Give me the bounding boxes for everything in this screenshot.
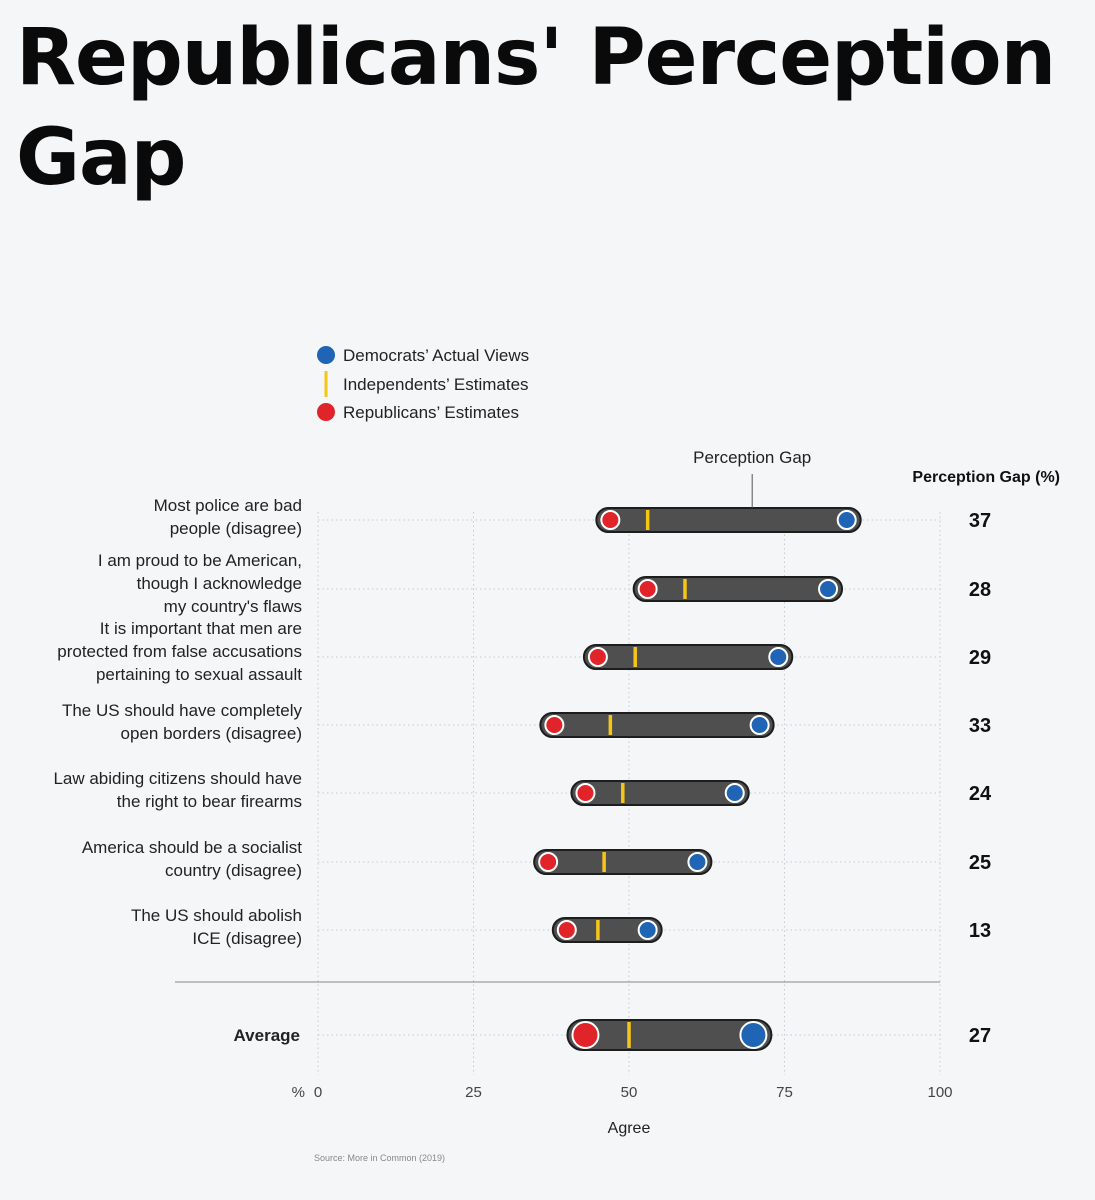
legend-republicans-marker xyxy=(317,403,335,421)
legend-independents-marker xyxy=(324,371,328,397)
independents-estimate-marker xyxy=(621,783,625,803)
source-note: Source: More in Common (2019) xyxy=(314,1153,445,1163)
row-label-line: though I acknowledge xyxy=(137,574,302,593)
republicans-estimate-dot xyxy=(637,579,658,599)
row-label-line: open borders (disagree) xyxy=(121,724,302,743)
row-label-line: The US should have completely xyxy=(62,701,303,720)
republicans-estimate-dot xyxy=(556,920,577,940)
x-tick-label: 100 xyxy=(927,1084,952,1101)
gap-bar xyxy=(632,576,844,602)
perception-gap-value: 25 xyxy=(969,852,991,874)
row-label-line: Most police are bad xyxy=(154,496,302,515)
republicans-estimate-dot xyxy=(587,647,608,667)
perception-gap-value: 13 xyxy=(969,920,991,942)
legend-independents-label: Independents’ Estimates xyxy=(343,375,529,394)
democrats-actual-dot xyxy=(836,510,857,530)
row-label-line: country (disagree) xyxy=(165,861,302,880)
independents-estimate-marker xyxy=(627,1022,631,1048)
democrats-actual-dot xyxy=(768,647,789,667)
gap-bar xyxy=(582,644,794,670)
row-label-line: ICE (disagree) xyxy=(192,929,302,948)
legend-republicans-label: Republicans’ Estimates xyxy=(343,403,519,422)
row-label-line: my country's flaws xyxy=(164,597,302,616)
independents-estimate-marker xyxy=(645,510,650,530)
gap-bar xyxy=(539,712,775,738)
row-label-line: pertaining to sexual assault xyxy=(96,665,302,684)
independents-estimate-marker xyxy=(608,715,613,735)
democrats-actual-dot xyxy=(724,783,745,803)
legend-democrats-marker xyxy=(317,346,335,364)
republicans-estimate-dot xyxy=(544,715,565,735)
x-tick-label: 0 xyxy=(314,1084,322,1101)
x-tick-label: 50 xyxy=(621,1084,638,1101)
perception-gap-value: 28 xyxy=(969,579,991,601)
democrats-actual-dot xyxy=(818,579,839,599)
gap-column-header: Perception Gap (%) xyxy=(912,469,1060,486)
gap-bar xyxy=(570,780,750,806)
row-label: Average xyxy=(234,1026,300,1045)
gap-bar xyxy=(595,507,862,533)
democrats-actual-dot xyxy=(637,920,658,940)
row-label-line: protected from false accusations xyxy=(57,642,302,661)
democrats-actual-dot xyxy=(739,1021,768,1049)
x-axis-unit: % xyxy=(292,1084,305,1101)
row-label-line: The US should abolish xyxy=(131,906,302,925)
gap-bar xyxy=(551,917,663,943)
x-tick-label: 25 xyxy=(465,1084,482,1101)
perception-gap-value: 37 xyxy=(969,510,991,532)
row-label-line: people (disagree) xyxy=(170,519,302,538)
gap-bar xyxy=(533,849,713,875)
row-label-line: It is important that men are xyxy=(100,619,302,638)
democrats-actual-dot xyxy=(749,715,770,735)
perception-gap-annotation: Perception Gap xyxy=(693,448,811,467)
row-label-line: Law abiding citizens should have xyxy=(53,769,302,788)
x-axis-title: Agree xyxy=(608,1120,651,1137)
independents-estimate-marker xyxy=(633,647,637,667)
republicans-estimate-dot xyxy=(575,783,596,803)
row-label-line: America should be a socialist xyxy=(82,838,302,857)
independents-estimate-marker xyxy=(602,852,606,872)
chart-title: Republicans' Perception Gap xyxy=(16,13,1056,203)
legend-democrats-label: Democrats’ Actual Views xyxy=(343,346,529,365)
democrats-actual-dot xyxy=(687,852,708,872)
independents-estimate-marker xyxy=(683,579,687,599)
x-tick-label: 75 xyxy=(776,1084,793,1101)
row-label-line: the right to bear firearms xyxy=(117,792,302,811)
perception-gap-value: 27 xyxy=(969,1025,991,1047)
perception-gap-value: 29 xyxy=(969,647,991,669)
republicans-estimate-dot xyxy=(600,510,621,530)
row-label-line: I am proud to be American, xyxy=(98,551,302,570)
independents-estimate-marker xyxy=(596,920,600,940)
republicans-estimate-dot xyxy=(538,852,559,872)
perception-gap-value: 33 xyxy=(969,715,991,737)
republicans-estimate-dot xyxy=(571,1021,600,1049)
perception-gap-value: 24 xyxy=(969,783,992,805)
gap-bar xyxy=(566,1019,773,1051)
